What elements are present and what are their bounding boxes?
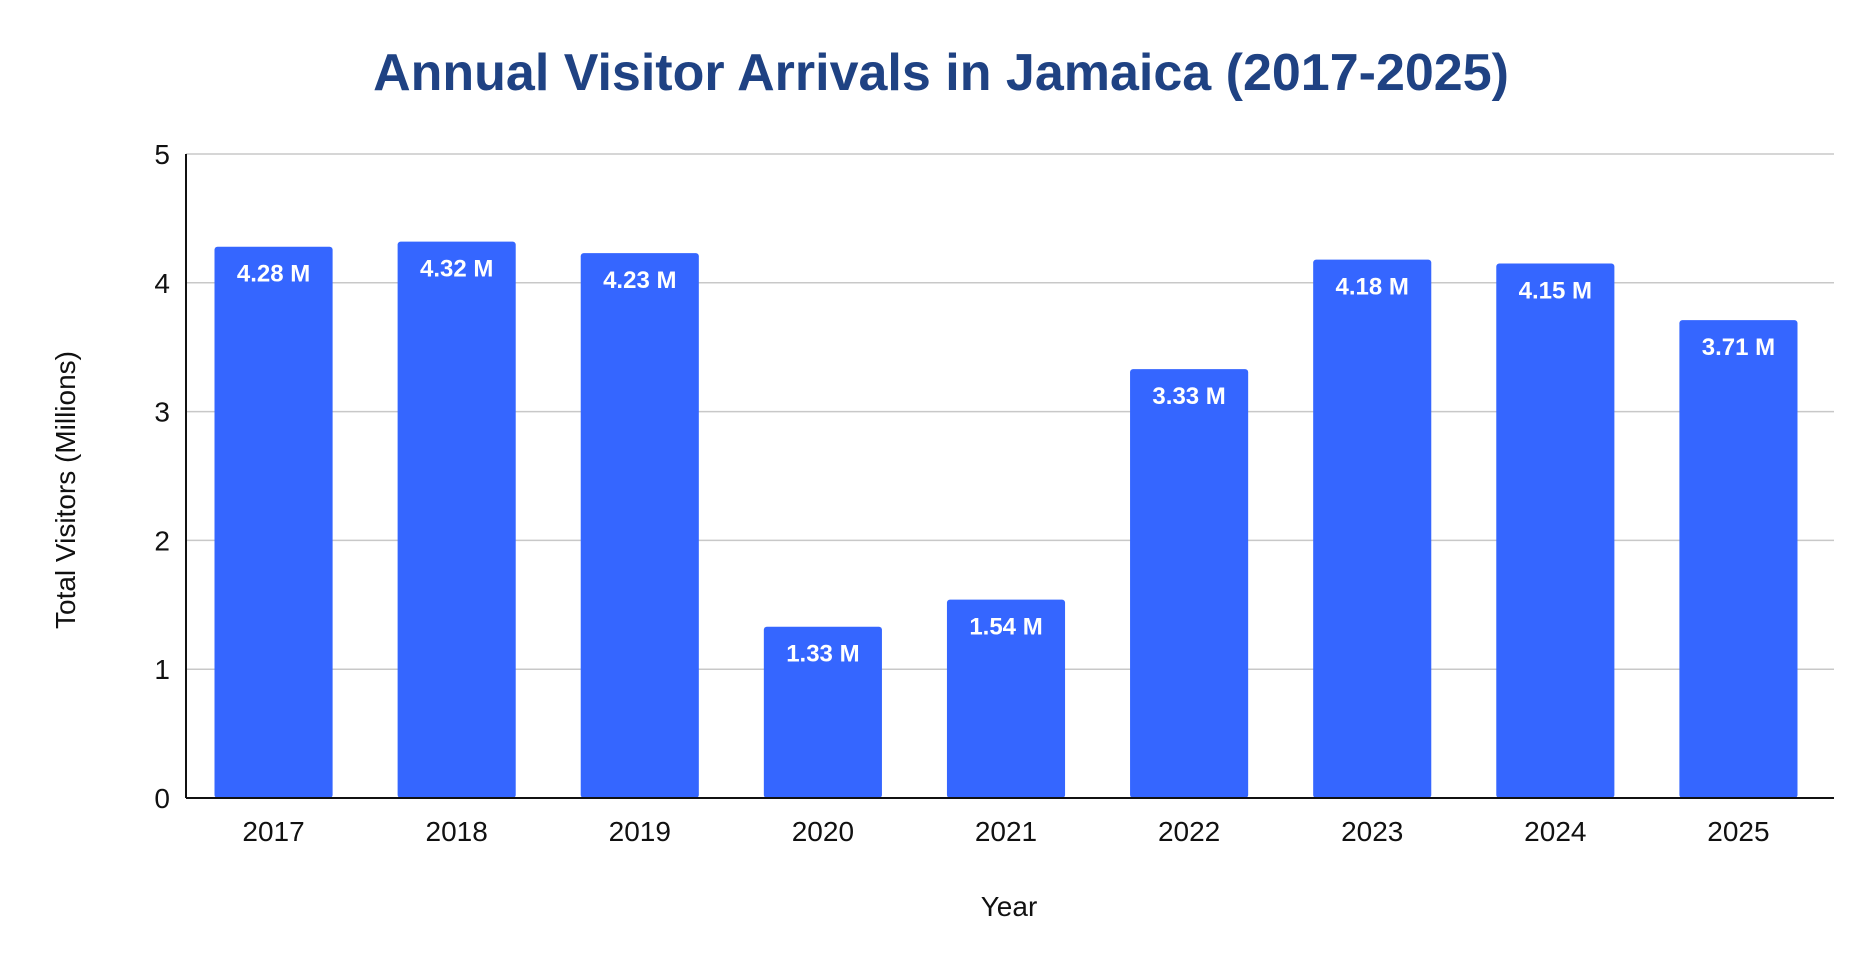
bar-2019 [580, 253, 699, 798]
y-tick-label: 2 [154, 525, 170, 556]
y-axis-title: Total Visitors (Millions) [50, 351, 81, 629]
x-tick-label: 2019 [609, 816, 671, 847]
bar-2023 [1313, 259, 1432, 799]
labels: 0 1 2 3 4 5 4.28 M 2017 4.32 M 2018 4.23 M 2019 1.33… [154, 139, 1775, 847]
x-tick-label: 2017 [242, 816, 304, 847]
data-label: 1.33 M [786, 641, 859, 668]
data-label: 1.54 M [969, 614, 1042, 641]
data-label: 4.32 M [420, 256, 493, 283]
y-tick-label: 3 [154, 397, 170, 428]
x-tick-label: 2020 [792, 816, 854, 847]
x-tick-label: 2025 [1707, 816, 1769, 847]
bar-2017 [214, 246, 333, 799]
x-axis-title: Year [981, 891, 1038, 922]
y-tick-label: 0 [154, 783, 170, 814]
bar-2020 [763, 626, 882, 798]
data-label: 3.33 M [1152, 383, 1225, 410]
axes [185, 154, 1834, 799]
x-tick-label: 2023 [1341, 816, 1403, 847]
data-label: 4.28 M [237, 261, 310, 288]
x-tick-label: 2018 [426, 816, 488, 847]
y-tick-label: 4 [154, 268, 170, 299]
bar-2024 [1496, 263, 1615, 799]
bars [214, 241, 1798, 799]
bar-2022 [1130, 369, 1249, 798]
bar-2025 [1679, 320, 1798, 798]
bar-2018 [397, 241, 516, 799]
y-tick-label: 1 [154, 654, 170, 685]
data-label: 4.15 M [1519, 277, 1592, 304]
x-tick-label: 2022 [1158, 816, 1220, 847]
bar-2021 [946, 599, 1066, 798]
x-tick-label: 2024 [1524, 816, 1586, 847]
x-tick-label: 2021 [975, 816, 1037, 847]
y-tick-label: 5 [154, 139, 170, 170]
chart-title: Annual Visitor Arrivals in Jamaica (2017… [373, 44, 1509, 102]
data-label: 3.71 M [1702, 334, 1775, 361]
data-label: 4.18 M [1336, 274, 1409, 301]
data-label: 4.23 M [603, 267, 676, 294]
